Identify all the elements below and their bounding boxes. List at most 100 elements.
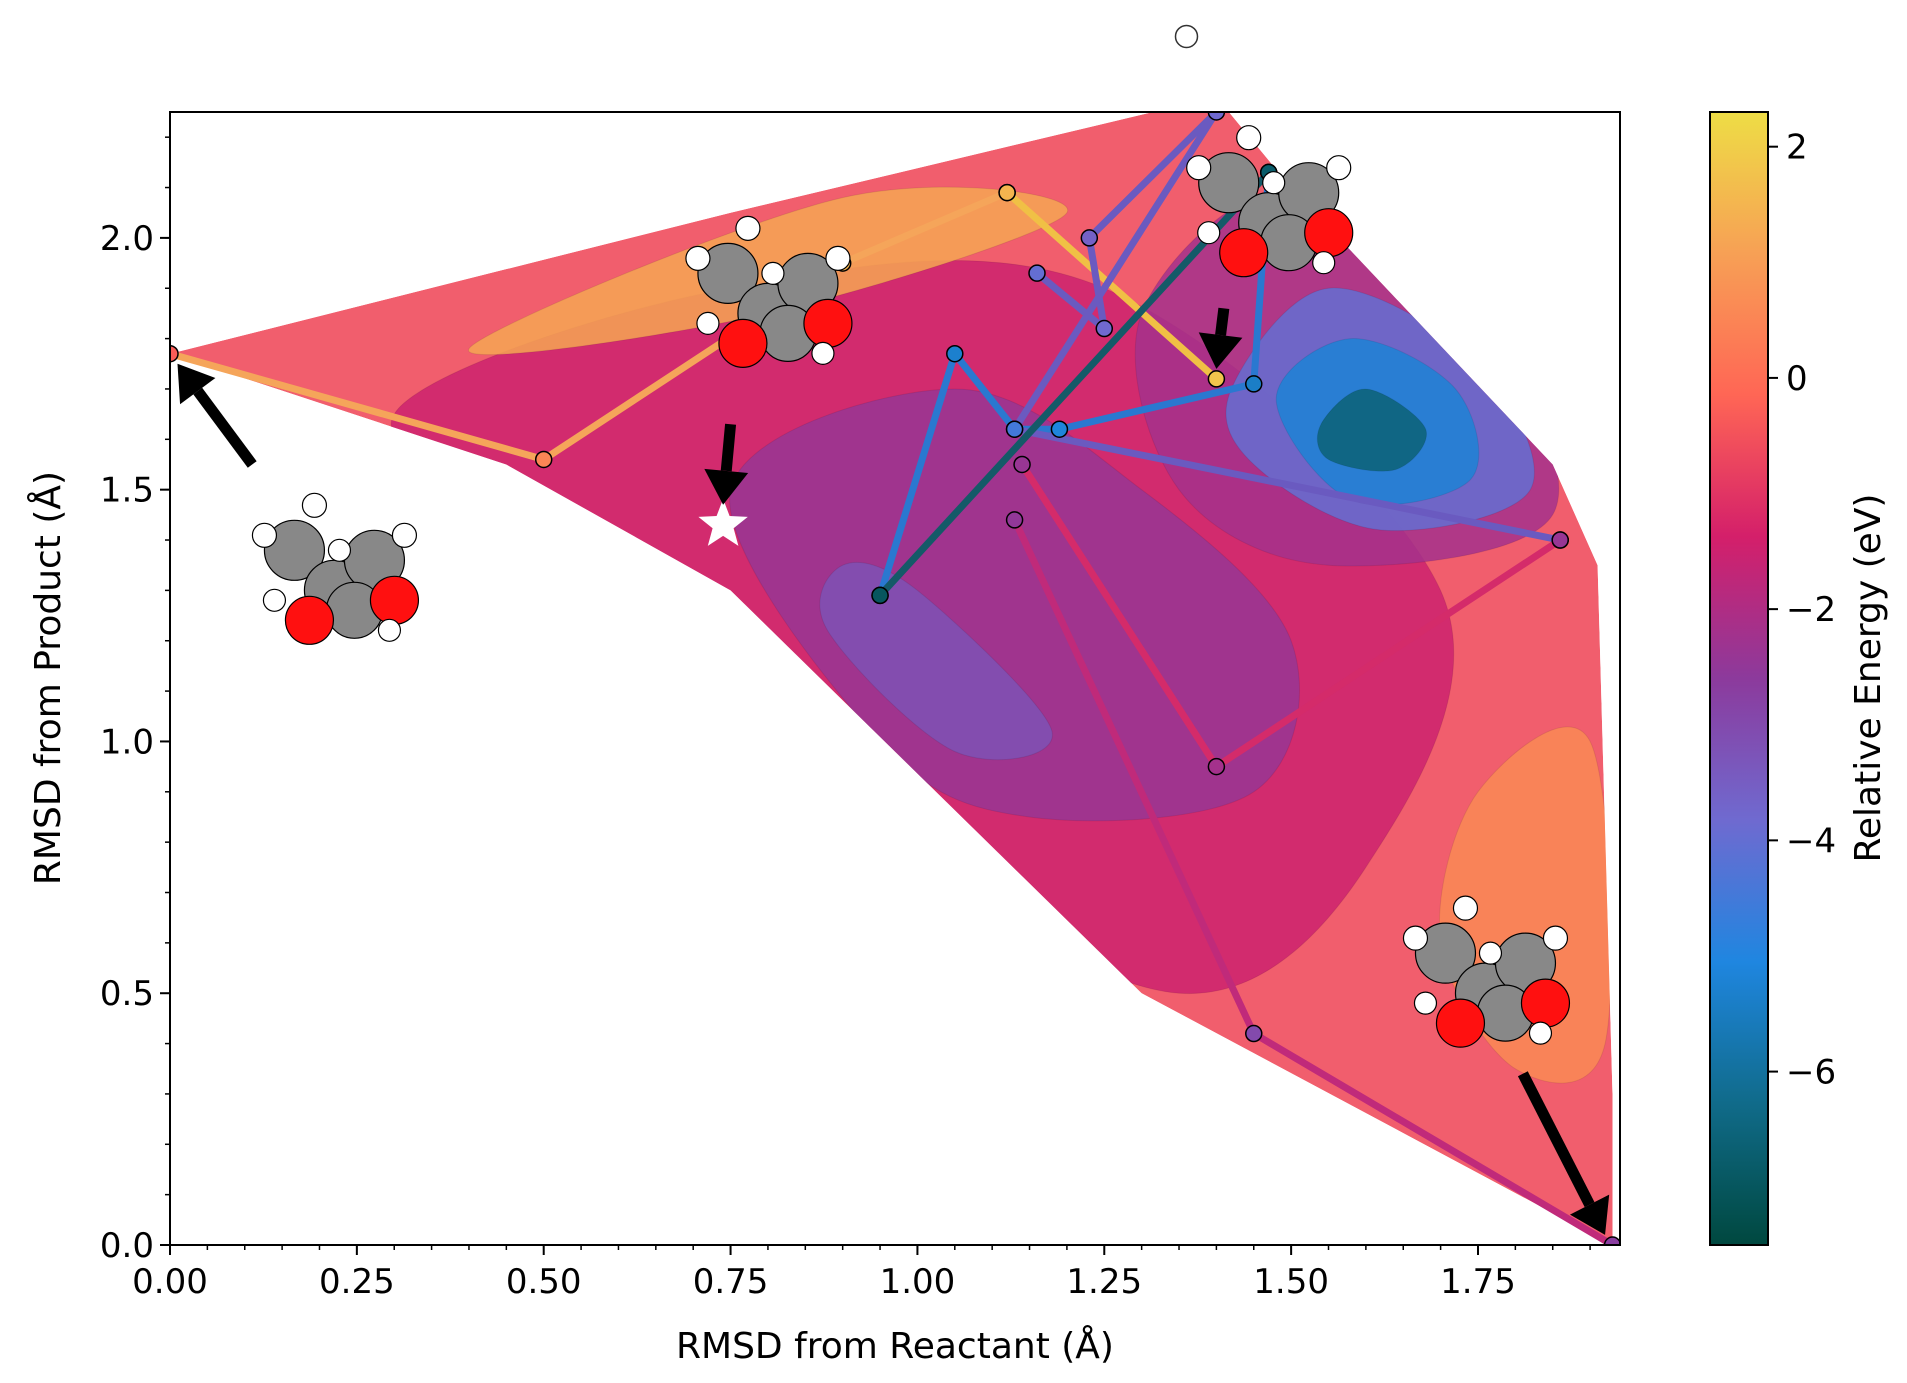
path-3-segment [876,350,959,599]
transition-state-star [698,498,748,546]
arrow-star [704,423,749,505]
molecule-saddle-atom [1219,228,1269,278]
contour-level-8 [1316,388,1428,472]
colorbar-tick-label: 0 [1786,359,1808,399]
colorbar-ticks: 2 0 −2 −4 −6 [1768,128,1836,1093]
annotation-arrows [177,307,1610,1235]
arrow-product-shaft [1517,1071,1595,1208]
path-1-point [170,344,179,363]
colorbar: 2 0 −2 −4 −6 Relative Energy (eV) [1709,111,1889,1246]
path-4-segment [1085,234,1108,333]
molecule-reactant [251,492,420,645]
path-6-segment [1018,460,1220,771]
molecule-reactant-atom [327,538,352,562]
arrow-product-head [1570,1194,1610,1235]
colorbar-label: Relative Energy (eV) [1848,494,1889,863]
path-7-point [1245,1024,1263,1043]
path-4-segment [1033,269,1108,333]
path-2-point [1207,370,1226,388]
y-tick-label: 1.0 [100,722,154,762]
path-3-segment [951,350,1019,433]
y-axis-label: RMSD from Product (Å) [26,471,69,885]
overflow-markers [1174,24,1199,49]
molecule-star [685,215,853,368]
path-6-point [1013,455,1031,474]
path-7-segment [1250,1030,1617,1245]
x-tick-label: 1.75 [1440,1262,1516,1302]
path-2-point [998,183,1016,202]
path-7-segment [1011,516,1258,1038]
molecule-star-atom [696,311,720,335]
molecule-product-atom [1452,895,1479,921]
molecule-product [1402,895,1571,1048]
colorbar-tick-label: 2 [1786,128,1808,168]
molecule-star-atom [803,298,853,348]
molecule-saddle-atom [1262,171,1286,195]
y-tick-label: 2.0 [100,219,154,259]
x-tick-label: 1.25 [1066,1262,1142,1302]
molecule-reactant-atom [284,595,335,645]
open-circle-outlier [1174,24,1199,49]
x-tick-label: 0.00 [132,1262,208,1302]
molecule-saddle-atom [1312,251,1336,275]
molecule-product-atom [1520,978,1571,1028]
molecule-star-atom [761,261,785,285]
path-1-segment [839,189,1011,267]
arrow-saddle-head [1198,332,1243,369]
arrow-star-shaft [720,423,737,472]
molecule-star-atom [718,318,768,368]
molecule-product-atom [1435,998,1486,1048]
energy-surface [170,112,1613,1245]
molecule-reactant-atom [377,618,402,642]
molecule-saddle-atom [1197,221,1221,245]
x-axis-ticks: 0.00 0.25 0.50 0.75 1.00 1.25 1.50 1.75 [132,1245,1591,1302]
molecule-product-atom [1542,925,1569,951]
path-4-point [1005,420,1024,438]
x-tick-label: 1.50 [1253,1262,1329,1302]
molecule-reactant-atom [369,575,420,625]
molecule-star-atom [697,242,759,304]
path-3-segment [1055,380,1258,433]
plot-frame [169,111,1621,1246]
molecule-saddle-atom [1326,155,1352,181]
arrow-reactant [177,363,257,468]
molecule-saddle-atom [1186,155,1212,181]
molecule-product-atom [1478,941,1503,965]
path-6-point [1207,757,1226,776]
colorbar-tick-label: −4 [1786,821,1836,861]
path-6-segment [1212,536,1564,771]
x-axis-label: RMSD from Reactant (Å) [676,1324,1114,1367]
molecule-reactant-atom [263,519,326,581]
molecule-saddle [1186,125,1354,278]
path-2-segment [1003,189,1220,383]
y-tick-label: 0.0 [100,1226,154,1266]
y-tick-label: 0.5 [100,974,154,1014]
path-7-point [1603,1236,1620,1245]
molecule-saddle-atom [1198,152,1260,214]
path-4-point [1028,264,1046,282]
path-4-segment [1011,112,1220,433]
colorbar-tick-label: −2 [1786,590,1836,630]
molecule-star-atom [825,245,851,271]
x-tick-label: 1.00 [880,1262,956,1302]
molecule-star-atom [685,245,711,271]
molecule-product-atom [1414,922,1477,984]
path-5-point [871,586,889,605]
contour-level-2 [819,561,1053,761]
x-tick-label: 0.25 [319,1262,395,1302]
molecule-star-atom [735,215,761,241]
path-4-segment [1011,425,1564,544]
molecule-product-atom [1413,991,1438,1015]
path-3-point [1245,375,1263,393]
path-1-segment [170,350,548,463]
colorbar-gradient [1709,111,1769,1246]
arrow-product [1517,1071,1610,1235]
molecule-product-atom [1528,1021,1553,1045]
molecule-saddle-atom [1236,125,1262,151]
path-7-point [1005,511,1024,529]
arrow-saddle-shaft [1215,307,1230,336]
arrow-reactant-head [177,363,216,405]
molecule-reactant-atom [391,522,418,548]
molecule-reactant-atom [251,522,278,548]
